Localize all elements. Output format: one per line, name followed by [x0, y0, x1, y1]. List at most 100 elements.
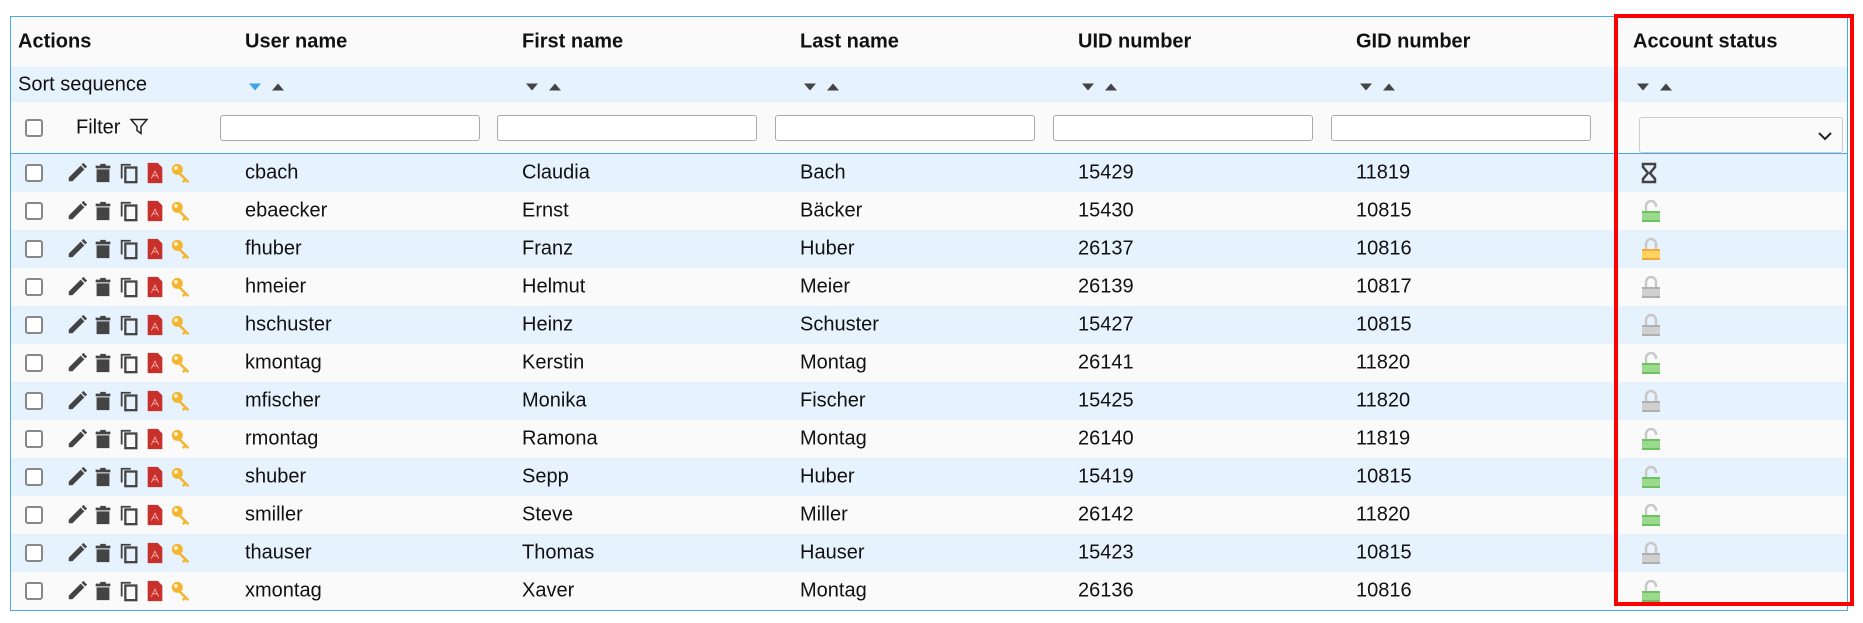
cell-user-name[interactable]: ebaecker	[245, 199, 328, 222]
col-account-status[interactable]: Account status	[1633, 30, 1778, 53]
copy-icon[interactable]	[118, 238, 140, 260]
uid-number-filter-input[interactable]	[1053, 114, 1313, 141]
edit-pencil-icon[interactable]	[66, 390, 88, 412]
copy-icon[interactable]	[118, 162, 140, 184]
edit-pencil-icon[interactable]	[66, 162, 88, 184]
delete-trash-icon[interactable]	[92, 200, 114, 222]
key-icon[interactable]	[170, 466, 192, 488]
key-icon[interactable]	[170, 504, 192, 526]
delete-trash-icon[interactable]	[92, 428, 114, 450]
copy-icon[interactable]	[118, 200, 140, 222]
cell-user-name[interactable]: cbach	[245, 161, 299, 184]
copy-icon[interactable]	[118, 314, 140, 336]
delete-trash-icon[interactable]	[92, 352, 114, 374]
pdf-icon[interactable]	[144, 390, 166, 412]
key-icon[interactable]	[170, 314, 192, 336]
sort-descending-icon[interactable]	[1082, 83, 1094, 90]
col-first-name[interactable]: First name	[522, 30, 624, 53]
row-checkbox[interactable]	[25, 468, 43, 486]
row-checkbox[interactable]	[25, 354, 43, 372]
gid-number-filter-input[interactable]	[1331, 114, 1591, 141]
row-checkbox[interactable]	[25, 544, 43, 562]
pdf-icon[interactable]	[144, 428, 166, 450]
edit-pencil-icon[interactable]	[66, 580, 88, 602]
sort-ascending-icon[interactable]	[272, 83, 284, 90]
row-checkbox[interactable]	[25, 582, 43, 600]
pdf-icon[interactable]	[144, 504, 166, 526]
key-icon[interactable]	[170, 390, 192, 412]
edit-pencil-icon[interactable]	[66, 428, 88, 450]
edit-pencil-icon[interactable]	[66, 238, 88, 260]
row-checkbox[interactable]	[25, 202, 43, 220]
copy-icon[interactable]	[118, 428, 140, 450]
pdf-icon[interactable]	[144, 276, 166, 298]
table-row[interactable]: kmontag Kerstin Montag 26141 11820	[11, 344, 1847, 382]
delete-trash-icon[interactable]	[92, 314, 114, 336]
first-name-filter-input[interactable]	[497, 114, 757, 141]
copy-icon[interactable]	[118, 466, 140, 488]
row-checkbox[interactable]	[25, 430, 43, 448]
row-checkbox[interactable]	[25, 316, 43, 334]
cell-user-name[interactable]: shuber	[245, 465, 307, 488]
key-icon[interactable]	[170, 238, 192, 260]
pdf-icon[interactable]	[144, 200, 166, 222]
last-name-filter-input[interactable]	[775, 114, 1035, 141]
sort-ascending-icon[interactable]	[549, 83, 561, 90]
table-row[interactable]: cbach Claudia Bach 15429 11819	[11, 154, 1847, 192]
pdf-icon[interactable]	[144, 466, 166, 488]
cell-user-name[interactable]: mfischer	[245, 389, 321, 412]
cell-user-name[interactable]: hmeier	[245, 275, 307, 298]
table-row[interactable]: xmontag Xaver Montag 26136 10816	[11, 572, 1847, 610]
account-status-filter-select[interactable]	[1639, 117, 1843, 153]
table-row[interactable]: ebaecker Ernst Bäcker 15430 10815	[11, 192, 1847, 230]
copy-icon[interactable]	[118, 276, 140, 298]
sort-ascending-icon[interactable]	[1383, 83, 1395, 90]
key-icon[interactable]	[170, 428, 192, 450]
sort-descending-icon[interactable]	[1360, 83, 1372, 90]
copy-icon[interactable]	[118, 580, 140, 602]
col-gid[interactable]: GID number	[1356, 30, 1471, 53]
row-checkbox[interactable]	[25, 506, 43, 524]
edit-pencil-icon[interactable]	[66, 466, 88, 488]
delete-trash-icon[interactable]	[92, 276, 114, 298]
col-user-name[interactable]: User name	[245, 30, 348, 53]
key-icon[interactable]	[170, 200, 192, 222]
table-row[interactable]: hschuster Heinz Schuster 15427 10815	[11, 306, 1847, 344]
delete-trash-icon[interactable]	[92, 466, 114, 488]
delete-trash-icon[interactable]	[92, 238, 114, 260]
pdf-icon[interactable]	[144, 238, 166, 260]
sort-descending-icon[interactable]	[249, 83, 261, 90]
table-row[interactable]: shuber Sepp Huber 15419 10815	[11, 458, 1847, 496]
table-row[interactable]: thauser Thomas Hauser 15423 10815	[11, 534, 1847, 572]
sort-ascending-icon[interactable]	[827, 83, 839, 90]
sort-descending-icon[interactable]	[804, 83, 816, 90]
cell-user-name[interactable]: rmontag	[245, 427, 319, 450]
edit-pencil-icon[interactable]	[66, 314, 88, 336]
row-checkbox[interactable]	[25, 278, 43, 296]
pdf-icon[interactable]	[144, 162, 166, 184]
pdf-icon[interactable]	[144, 314, 166, 336]
delete-trash-icon[interactable]	[92, 542, 114, 564]
key-icon[interactable]	[170, 162, 192, 184]
key-icon[interactable]	[170, 276, 192, 298]
table-row[interactable]: rmontag Ramona Montag 26140 11819	[11, 420, 1847, 458]
cell-user-name[interactable]: thauser	[245, 541, 312, 564]
edit-pencil-icon[interactable]	[66, 504, 88, 526]
copy-icon[interactable]	[118, 504, 140, 526]
copy-icon[interactable]	[118, 542, 140, 564]
edit-pencil-icon[interactable]	[66, 352, 88, 374]
table-row[interactable]: hmeier Helmut Meier 26139 10817	[11, 268, 1847, 306]
delete-trash-icon[interactable]	[92, 162, 114, 184]
edit-pencil-icon[interactable]	[66, 200, 88, 222]
row-checkbox[interactable]	[25, 240, 43, 258]
row-checkbox[interactable]	[25, 392, 43, 410]
cell-user-name[interactable]: kmontag	[245, 351, 322, 374]
col-last-name[interactable]: Last name	[800, 30, 899, 53]
sort-descending-icon[interactable]	[526, 83, 538, 90]
pdf-icon[interactable]	[144, 352, 166, 374]
user-name-filter-input[interactable]	[220, 114, 480, 141]
cell-user-name[interactable]: xmontag	[245, 579, 322, 602]
sort-descending-icon[interactable]	[1637, 83, 1649, 90]
pdf-icon[interactable]	[144, 580, 166, 602]
delete-trash-icon[interactable]	[92, 390, 114, 412]
